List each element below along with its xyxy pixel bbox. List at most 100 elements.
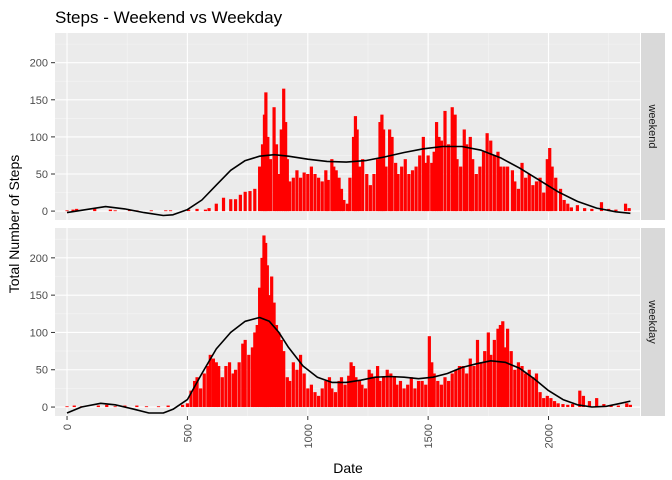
bar <box>378 122 382 212</box>
bar <box>268 159 273 212</box>
bar <box>65 210 69 212</box>
facet-strip-label: weekend <box>646 103 658 148</box>
bar <box>450 373 454 408</box>
bar <box>113 406 117 408</box>
bar <box>262 235 266 408</box>
bar <box>489 140 493 212</box>
bar <box>424 162 428 212</box>
bar <box>327 377 332 408</box>
bar <box>496 151 500 212</box>
bar <box>602 404 606 408</box>
bar <box>339 188 344 212</box>
bar <box>531 185 535 212</box>
bar <box>272 107 276 212</box>
bar <box>439 140 443 212</box>
bar <box>614 209 618 212</box>
bar <box>481 151 486 212</box>
bar <box>394 162 398 212</box>
bar <box>203 209 208 212</box>
bar <box>365 173 369 212</box>
bar <box>260 144 265 212</box>
bar <box>166 405 170 408</box>
y-tick-label: 0 <box>42 206 48 218</box>
bar <box>298 354 303 408</box>
smooth-line <box>66 145 631 217</box>
bar <box>430 162 434 212</box>
bar <box>616 405 620 408</box>
chart-title: Steps - Weekend vs Weekday <box>55 8 283 27</box>
bar <box>187 209 191 212</box>
bar <box>390 136 394 212</box>
bar <box>195 208 199 212</box>
bar <box>447 144 451 212</box>
bar <box>302 172 306 212</box>
bar <box>472 366 476 408</box>
bar <box>569 207 573 212</box>
bar <box>413 388 417 408</box>
bar <box>237 362 241 408</box>
bar <box>279 339 283 408</box>
bar <box>380 114 384 212</box>
bar <box>524 373 528 408</box>
bar <box>144 406 149 408</box>
bar <box>409 377 413 408</box>
bar <box>566 404 570 408</box>
bar <box>298 177 303 212</box>
bar <box>343 384 347 408</box>
bar <box>424 384 428 408</box>
bar <box>437 136 441 212</box>
bar <box>478 166 482 212</box>
bar <box>375 366 380 408</box>
bar <box>483 351 487 408</box>
bar <box>396 173 400 212</box>
bar <box>545 395 549 408</box>
bar <box>342 199 346 212</box>
bar <box>595 398 599 408</box>
bar <box>295 170 299 212</box>
bar <box>447 380 451 408</box>
bar <box>313 392 317 408</box>
bar <box>282 88 286 212</box>
bar <box>339 377 344 408</box>
bar <box>570 404 575 408</box>
bar <box>434 122 439 212</box>
bar <box>498 166 502 212</box>
bar <box>250 347 255 408</box>
bar <box>468 136 472 212</box>
bar <box>375 159 380 212</box>
bar <box>450 107 454 212</box>
bar <box>168 210 173 212</box>
bar <box>561 404 565 408</box>
bar <box>465 144 469 212</box>
bar <box>402 388 406 408</box>
bar <box>206 366 210 408</box>
bar <box>229 199 233 212</box>
bar <box>471 159 475 212</box>
bar <box>623 203 628 212</box>
bar <box>253 188 257 212</box>
y-tick-label: 50 <box>36 169 48 181</box>
bar <box>247 354 251 408</box>
y-axis-title: Total Number of Steps <box>6 155 22 294</box>
bar <box>461 366 465 408</box>
bar <box>108 209 112 212</box>
bar <box>309 166 313 212</box>
bar <box>552 401 557 408</box>
bar <box>348 177 352 212</box>
bar <box>72 405 76 408</box>
bar <box>556 403 560 408</box>
bar <box>334 170 338 212</box>
bar <box>274 324 279 408</box>
bar <box>330 388 334 408</box>
bar <box>324 170 328 212</box>
bar <box>272 302 276 408</box>
bar <box>285 159 289 212</box>
bar <box>520 366 524 408</box>
bar <box>195 377 199 408</box>
panel-weekend: 0 50 100 150 200 weekend <box>30 33 665 220</box>
y-tick-label: 0 <box>42 402 48 414</box>
bar <box>538 177 542 212</box>
bar <box>337 177 341 212</box>
bar <box>432 373 436 408</box>
bar <box>542 192 546 212</box>
